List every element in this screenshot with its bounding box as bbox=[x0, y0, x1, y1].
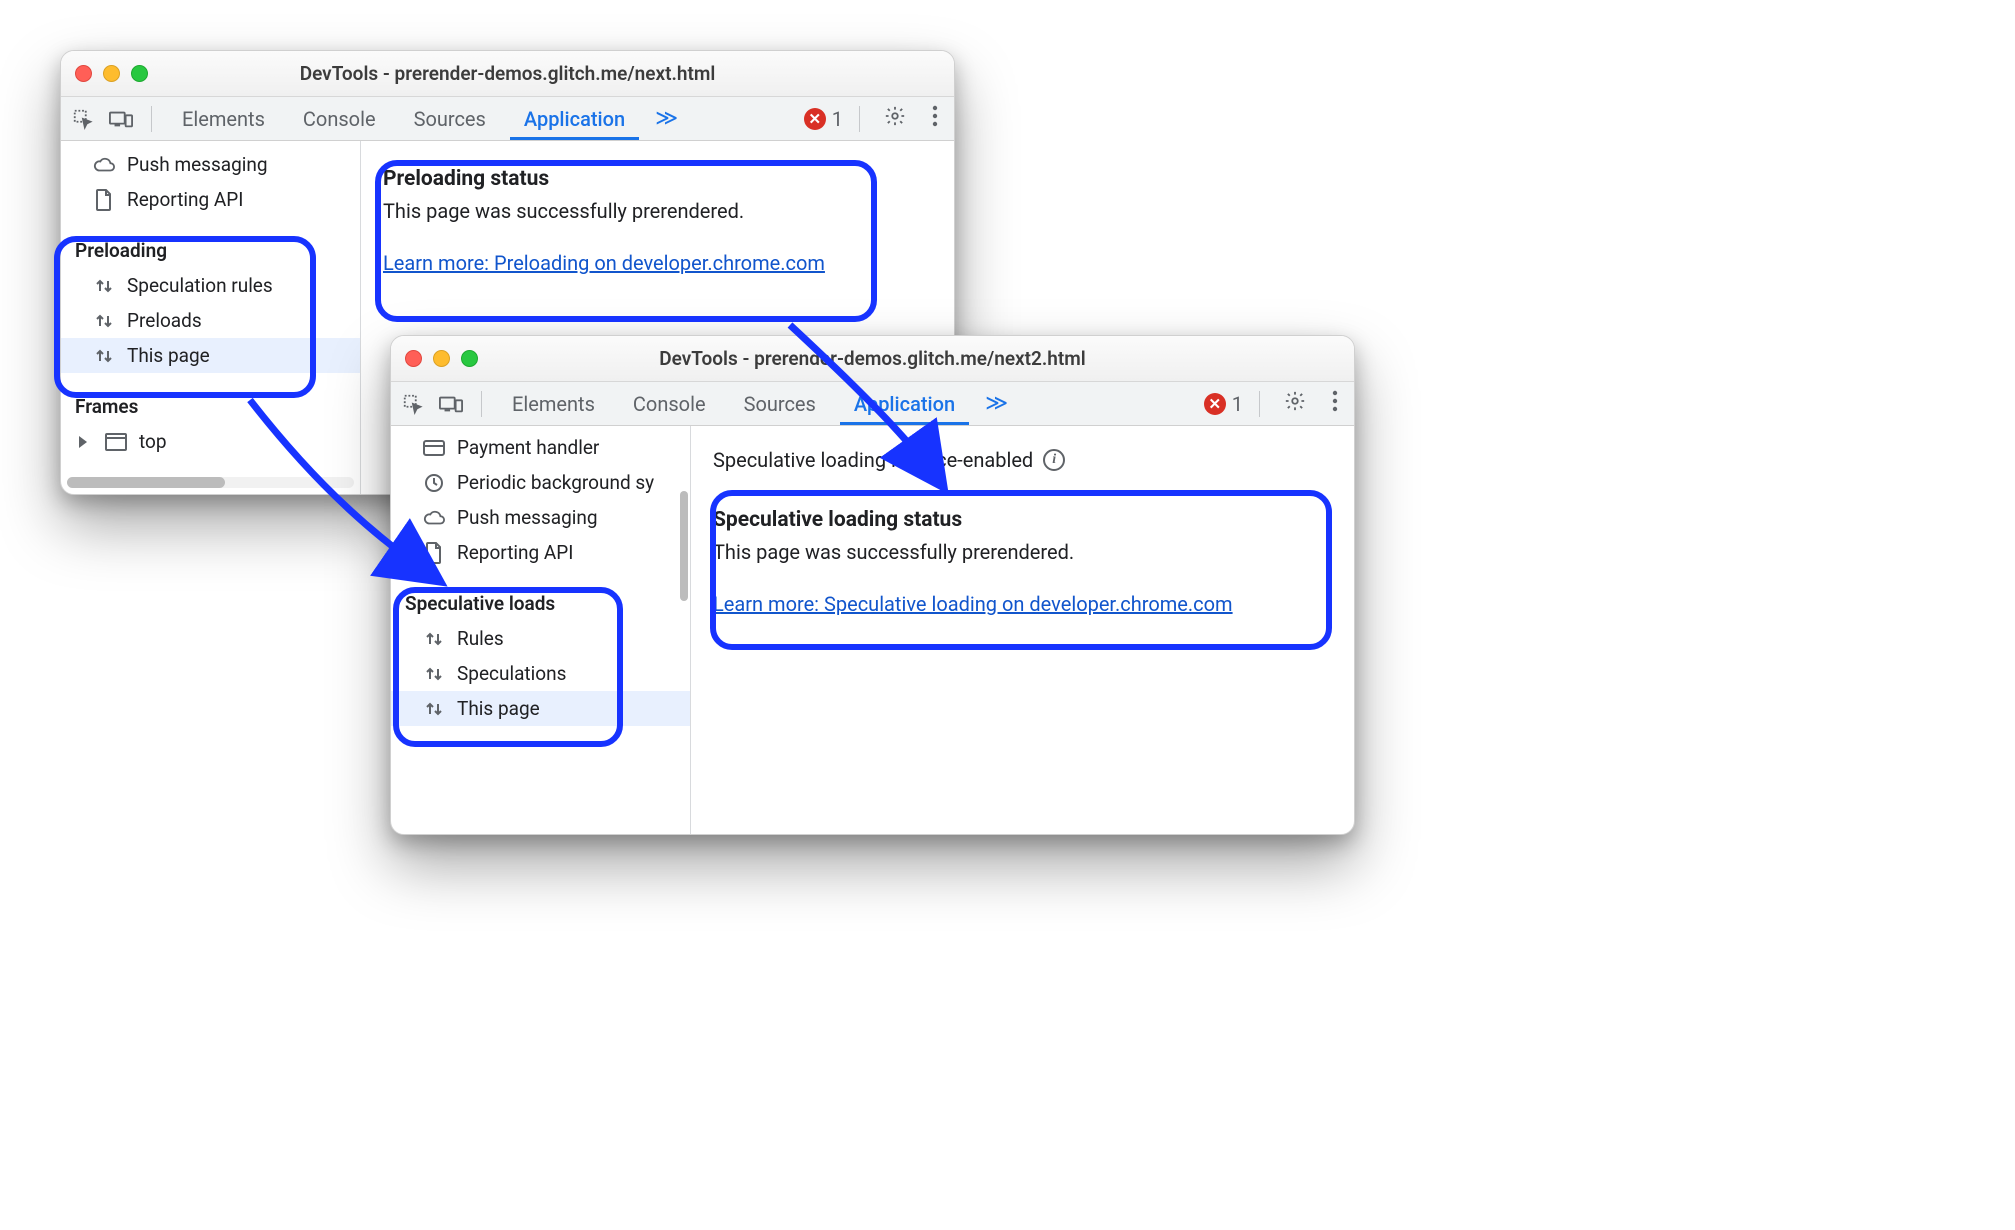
clock-icon bbox=[423, 472, 445, 494]
updown-icon bbox=[423, 663, 445, 685]
sidebar-item-label: Rules bbox=[457, 627, 504, 650]
device-toggle-icon[interactable] bbox=[107, 105, 135, 133]
tab-application[interactable]: Application bbox=[510, 98, 639, 140]
expand-icon[interactable] bbox=[79, 436, 87, 448]
frame-icon bbox=[105, 431, 127, 453]
updown-icon bbox=[93, 310, 115, 332]
card-icon bbox=[423, 437, 445, 459]
inspect-icon[interactable] bbox=[399, 390, 427, 418]
sidebar-item-periodic-bg-sync[interactable]: Periodic background sy bbox=[391, 465, 690, 500]
sidebar-item-payment-handler[interactable]: Payment handler bbox=[391, 430, 690, 465]
zoom-icon[interactable] bbox=[461, 350, 478, 367]
info-text: Speculative loading is force-enabled bbox=[713, 448, 1033, 472]
application-main-panel: Speculative loading is force-enabled i S… bbox=[691, 426, 1354, 834]
sidebar-item-label: Preloads bbox=[127, 309, 202, 332]
sidebar-item-label: Push messaging bbox=[457, 506, 598, 529]
horizontal-scrollbar[interactable] bbox=[67, 477, 354, 488]
error-badge-icon[interactable]: ✕ bbox=[1204, 393, 1226, 415]
more-tabs-icon[interactable]: ≫ bbox=[649, 106, 684, 131]
traffic-lights bbox=[75, 65, 148, 82]
status-text: This page was successfully prerendered. bbox=[383, 199, 932, 223]
info-icon[interactable]: i bbox=[1043, 449, 1065, 471]
sidebar-item-label: Periodic background sy bbox=[457, 471, 654, 494]
cloud-icon bbox=[423, 507, 445, 529]
learn-more-link[interactable]: Learn more: Speculative loading on devel… bbox=[713, 592, 1233, 616]
sidebar-item-this-page[interactable]: This page bbox=[391, 691, 690, 726]
sidebar-section-frames: Frames bbox=[61, 387, 360, 424]
status-text: This page was successfully prerendered. bbox=[713, 540, 1332, 564]
status-title: Preloading status bbox=[383, 167, 932, 191]
updown-icon bbox=[423, 698, 445, 720]
sidebar-item-push-messaging[interactable]: Push messaging bbox=[391, 500, 690, 535]
sidebar-item-label: top bbox=[139, 430, 167, 453]
sidebar-item-label: Push messaging bbox=[127, 153, 268, 176]
file-icon bbox=[93, 189, 115, 211]
sidebar-section-speculative-loads: Speculative loads bbox=[391, 584, 690, 621]
devtools-toolbar: Elements Console Sources Application ≫ ✕… bbox=[391, 382, 1354, 426]
settings-icon[interactable] bbox=[876, 105, 914, 132]
tab-sources[interactable]: Sources bbox=[400, 98, 500, 140]
error-count: 1 bbox=[832, 107, 843, 131]
devtools-toolbar: Elements Console Sources Application ≫ ✕… bbox=[61, 97, 954, 141]
sidebar-item-reporting-api[interactable]: Reporting API bbox=[61, 182, 360, 217]
settings-icon[interactable] bbox=[1276, 390, 1314, 417]
sidebar-item-label: Speculations bbox=[457, 662, 566, 685]
close-icon[interactable] bbox=[405, 350, 422, 367]
sidebar-item-label: This page bbox=[127, 344, 210, 367]
updown-icon bbox=[93, 345, 115, 367]
sidebar-item-rules[interactable]: Rules bbox=[391, 621, 690, 656]
tab-elements[interactable]: Elements bbox=[168, 98, 279, 140]
vertical-scrollbar[interactable] bbox=[678, 426, 690, 834]
minimize-icon[interactable] bbox=[433, 350, 450, 367]
device-toggle-icon[interactable] bbox=[437, 390, 465, 418]
sidebar-item-reporting-api[interactable]: Reporting API bbox=[391, 535, 690, 570]
titlebar: DevTools - prerender-demos.glitch.me/nex… bbox=[61, 51, 954, 97]
sidebar-item-speculations[interactable]: Speculations bbox=[391, 656, 690, 691]
sidebar-item-label: Reporting API bbox=[127, 188, 243, 211]
inspect-icon[interactable] bbox=[69, 105, 97, 133]
error-count: 1 bbox=[1232, 392, 1243, 416]
application-sidebar: Payment handler Periodic background sy P… bbox=[391, 426, 691, 834]
sidebar-item-label: Speculation rules bbox=[127, 274, 273, 297]
tab-console[interactable]: Console bbox=[289, 98, 390, 140]
minimize-icon[interactable] bbox=[103, 65, 120, 82]
sidebar-section-preloading: Preloading bbox=[61, 231, 360, 268]
file-icon bbox=[423, 542, 445, 564]
error-badge-icon[interactable]: ✕ bbox=[804, 108, 826, 130]
sidebar-item-label: Payment handler bbox=[457, 436, 599, 459]
cloud-icon bbox=[93, 154, 115, 176]
devtools-window-2: DevTools - prerender-demos.glitch.me/nex… bbox=[390, 335, 1355, 835]
zoom-icon[interactable] bbox=[131, 65, 148, 82]
sidebar-item-preloads[interactable]: Preloads bbox=[61, 303, 360, 338]
status-title: Speculative loading status bbox=[713, 508, 1332, 532]
kebab-menu-icon[interactable] bbox=[1324, 390, 1346, 417]
sidebar-item-frame-top[interactable]: top bbox=[61, 424, 360, 459]
window-title: DevTools - prerender-demos.glitch.me/nex… bbox=[61, 62, 954, 85]
window-title: DevTools - prerender-demos.glitch.me/nex… bbox=[391, 347, 1354, 370]
updown-icon bbox=[93, 275, 115, 297]
sidebar-item-label: Reporting API bbox=[457, 541, 573, 564]
application-sidebar: Push messaging Reporting API Preloading … bbox=[61, 141, 361, 494]
more-tabs-icon[interactable]: ≫ bbox=[979, 391, 1014, 416]
kebab-menu-icon[interactable] bbox=[924, 105, 946, 132]
traffic-lights bbox=[405, 350, 478, 367]
tab-console[interactable]: Console bbox=[619, 383, 720, 425]
tab-sources[interactable]: Sources bbox=[730, 383, 830, 425]
sidebar-item-this-page[interactable]: This page bbox=[61, 338, 360, 373]
sidebar-item-push-messaging[interactable]: Push messaging bbox=[61, 147, 360, 182]
sidebar-item-speculation-rules[interactable]: Speculation rules bbox=[61, 268, 360, 303]
updown-icon bbox=[423, 628, 445, 650]
tab-application[interactable]: Application bbox=[840, 383, 969, 425]
close-icon[interactable] bbox=[75, 65, 92, 82]
titlebar: DevTools - prerender-demos.glitch.me/nex… bbox=[391, 336, 1354, 382]
sidebar-item-label: This page bbox=[457, 697, 540, 720]
tab-elements[interactable]: Elements bbox=[498, 383, 609, 425]
learn-more-link[interactable]: Learn more: Preloading on developer.chro… bbox=[383, 251, 825, 275]
